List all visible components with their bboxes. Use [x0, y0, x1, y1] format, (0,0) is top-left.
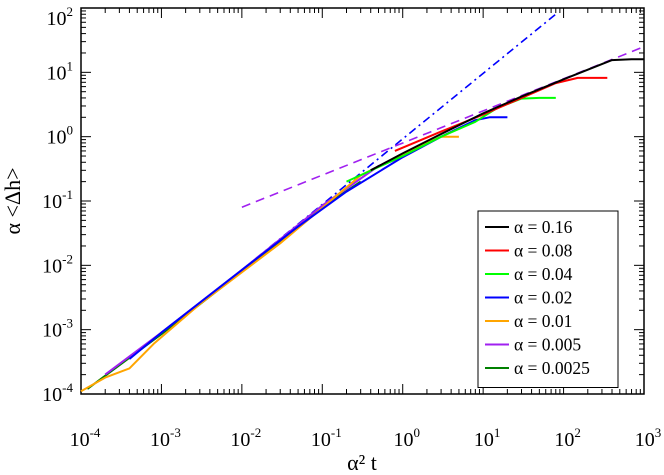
x-axis-label: α² t [347, 450, 377, 475]
series-line [394, 76, 608, 152]
series-line [370, 58, 644, 172]
legend-label: α = 0.08 [514, 241, 573, 261]
y-axis-label: α <Δh> [0, 168, 25, 235]
series-line [128, 116, 508, 360]
x-tick-label: 102 [554, 425, 581, 451]
legend-box [477, 210, 619, 388]
x-tick-label: 10-4 [70, 425, 101, 451]
y-tick-label: 10-1 [42, 187, 73, 213]
x-tick-labels: 10-4 10-3 10-2 10-1 100 101 102 103 [70, 425, 662, 451]
x-tick-label: 10-1 [311, 425, 342, 451]
axis-ticks [80, 7, 645, 395]
y-tick-label: 10-2 [42, 251, 73, 277]
legend: α = 0.16 α = 0.08 α = 0.04 α = 0.02 α = 0.01… [477, 210, 619, 388]
y-tick-label: 100 [47, 123, 74, 149]
legend-label: α = 0.04 [514, 264, 573, 284]
legend-label: α = 0.02 [514, 288, 572, 308]
x-tick-label: 100 [393, 425, 420, 451]
legend-label: α = 0.005 [514, 335, 581, 355]
x-tick-label: 10-2 [230, 425, 261, 451]
legend-label: α = 0.01 [514, 311, 572, 331]
y-tick-label: 10-4 [42, 380, 73, 406]
series-line [346, 96, 556, 183]
x-tick-label: 10-3 [150, 425, 181, 451]
legend-label: α = 0.0025 [514, 358, 590, 378]
y-tick-label: 101 [47, 58, 74, 84]
x-tick-label: 101 [474, 425, 501, 451]
y-tick-label: 102 [47, 4, 74, 30]
legend-label: α = 0.16 [514, 217, 573, 237]
y-tick-label: 10-3 [42, 316, 73, 342]
data-series [80, 58, 644, 393]
x-tick-label: 103 [635, 425, 662, 451]
y-tick-labels: 10-4 10-3 10-2 10-1 100 101 102 [42, 4, 73, 406]
